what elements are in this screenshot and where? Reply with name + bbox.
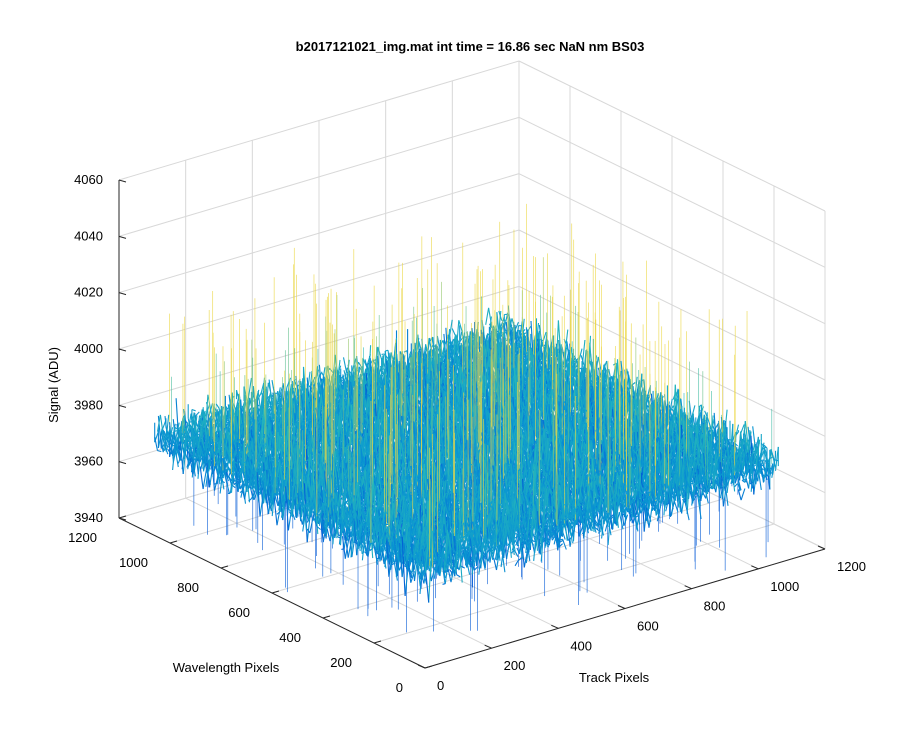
grid-line-41	[518, 60, 826, 212]
grid-line-25	[118, 173, 520, 294]
surface-segment-625	[444, 341, 449, 344]
grid-line-23	[118, 285, 520, 406]
surface-segment-128	[516, 331, 522, 344]
surface-segment-378	[523, 335, 527, 352]
chart-title: b2017121021_img.mat int time = 16.86 sec…	[296, 39, 645, 54]
grid-line-26	[118, 116, 520, 237]
surface-segment-283	[451, 328, 456, 336]
surface-segment-174	[508, 326, 514, 344]
surface-segment-2324	[342, 357, 347, 372]
surface-segment-680	[451, 344, 455, 353]
grid-line-27	[118, 60, 520, 181]
grid-line-39	[518, 173, 826, 325]
surface-segment-1221	[385, 349, 389, 352]
grid-line-8	[373, 523, 775, 644]
grid-line-38	[518, 229, 826, 381]
surface-segment-7	[500, 316, 505, 328]
surface-segment-249	[458, 320, 464, 333]
surface-segment-238	[518, 330, 523, 342]
surface-segment-62	[485, 307, 490, 325]
grid-line-40	[518, 116, 826, 268]
surface-segment-382	[539, 338, 544, 342]
surface-plot	[154, 203, 779, 633]
surface-segment-1674	[583, 376, 587, 378]
grid-line-24	[118, 229, 520, 350]
surface-segment-87	[517, 329, 522, 332]
grid-line-37	[518, 285, 826, 437]
surface-segment-365	[486, 332, 492, 336]
surface-segment-476	[442, 340, 448, 360]
surface-segment-206	[518, 336, 524, 348]
